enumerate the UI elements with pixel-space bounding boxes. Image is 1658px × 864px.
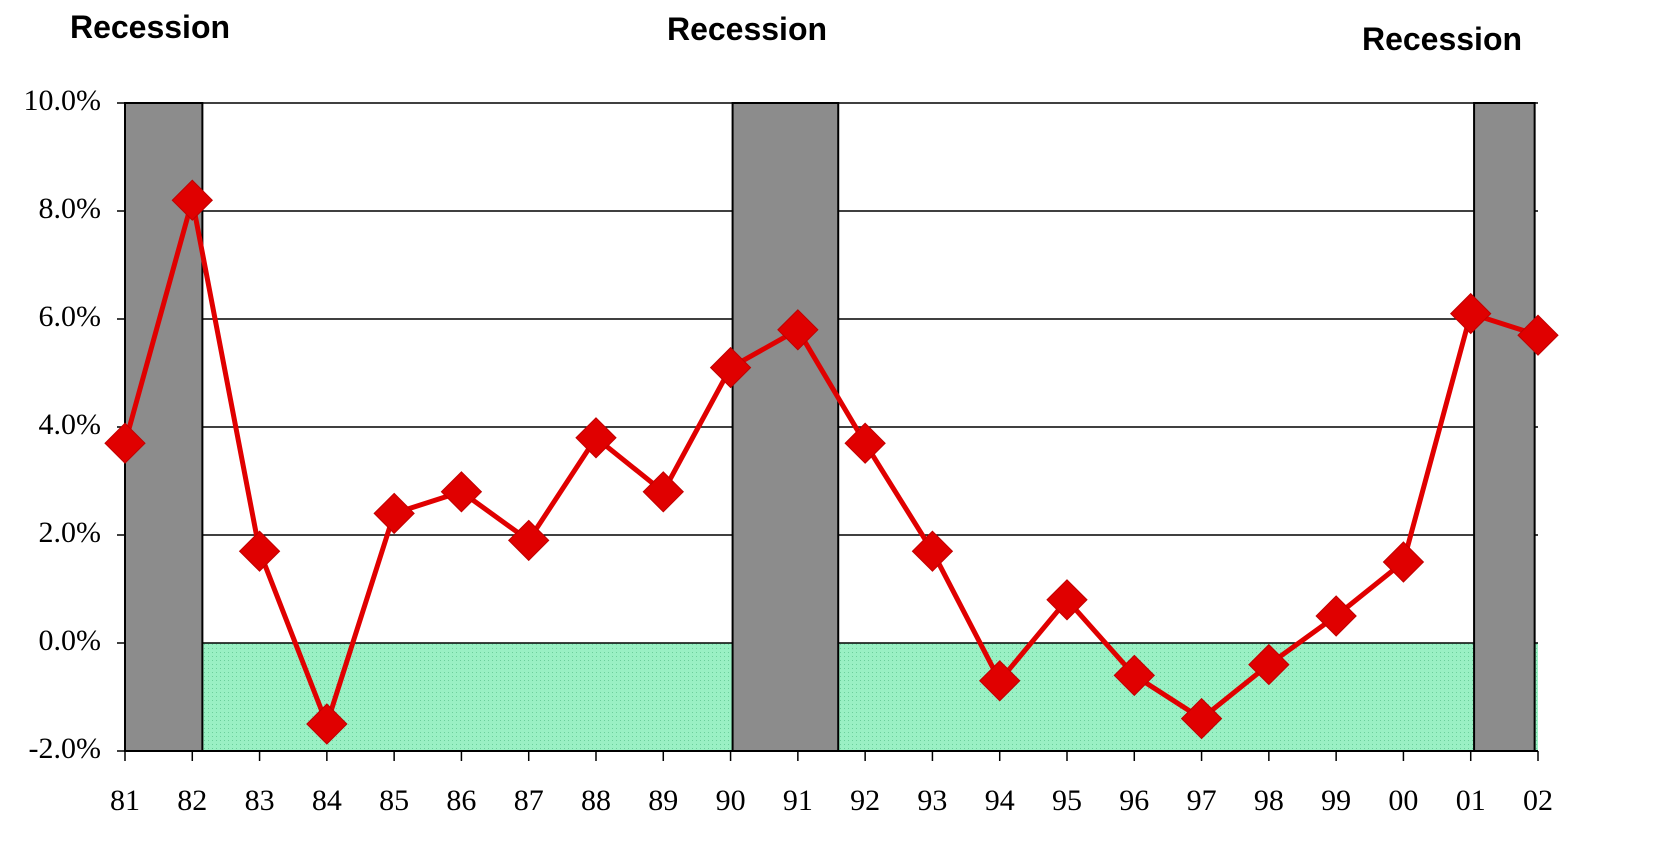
x-tick-label: 93	[917, 784, 947, 817]
x-tick-label: 88	[581, 784, 611, 817]
series-marker	[979, 660, 1021, 702]
y-tick-label: 6.0%	[39, 300, 102, 333]
y-tick-label: 10.0%	[24, 84, 102, 117]
series-marker	[1450, 292, 1492, 335]
series-marker	[844, 422, 886, 464]
series-marker	[104, 422, 146, 464]
y-tick-label: 4.0%	[39, 408, 102, 441]
series-marker	[440, 471, 483, 513]
x-tick-label: 86	[446, 784, 476, 817]
series-marker	[575, 417, 617, 459]
x-tick-label: 96	[1119, 784, 1149, 817]
x-tick-label: 00	[1388, 784, 1418, 817]
series-marker	[1046, 579, 1088, 621]
series-marker	[238, 530, 281, 572]
x-tick-label: 83	[245, 784, 275, 817]
x-tick-label: 92	[850, 784, 880, 817]
x-tick-label: 84	[312, 784, 342, 817]
series-marker	[777, 309, 819, 351]
x-tick-label: 89	[648, 784, 678, 817]
recession-label: Recession	[667, 11, 827, 47]
series-marker	[911, 530, 954, 572]
recession-label: Recession	[1362, 21, 1522, 57]
x-tick-label: 91	[783, 784, 813, 817]
recession-band	[731, 102, 840, 752]
x-tick-label: 94	[985, 784, 1015, 817]
series-marker	[1180, 697, 1223, 740]
series-marker	[1517, 314, 1559, 356]
series-marker	[171, 179, 213, 221]
recession-band	[1473, 102, 1536, 752]
y-tick-label: -2.0%	[29, 732, 101, 765]
series-marker	[642, 471, 684, 513]
x-tick-label: 98	[1254, 784, 1284, 817]
recession-label: Recession	[70, 9, 230, 45]
series-marker	[1113, 654, 1155, 697]
y-tick-label: 2.0%	[39, 516, 102, 549]
x-tick-label: 97	[1187, 784, 1217, 817]
x-tick-label: 90	[716, 784, 746, 817]
x-tick-label: 85	[379, 784, 409, 817]
series-line	[122, 197, 1539, 727]
series-marker	[1382, 541, 1425, 583]
x-tick-label: 82	[177, 784, 207, 817]
series-marker	[1248, 643, 1290, 686]
series-marker	[373, 492, 415, 535]
series-marker	[508, 519, 550, 562]
series-marker	[1315, 595, 1357, 637]
series-marker	[306, 703, 348, 745]
y-tick-label: 8.0%	[39, 192, 102, 225]
x-tick-label: 99	[1321, 784, 1351, 817]
series-marker	[709, 346, 752, 389]
x-tick-label: 02	[1523, 784, 1553, 817]
x-tick-label: 95	[1052, 784, 1082, 817]
y-tick-label: 0.0%	[39, 624, 102, 657]
x-tick-label: 81	[110, 784, 140, 817]
x-tick-label: 01	[1456, 784, 1486, 817]
x-tick-label: 87	[514, 784, 544, 817]
